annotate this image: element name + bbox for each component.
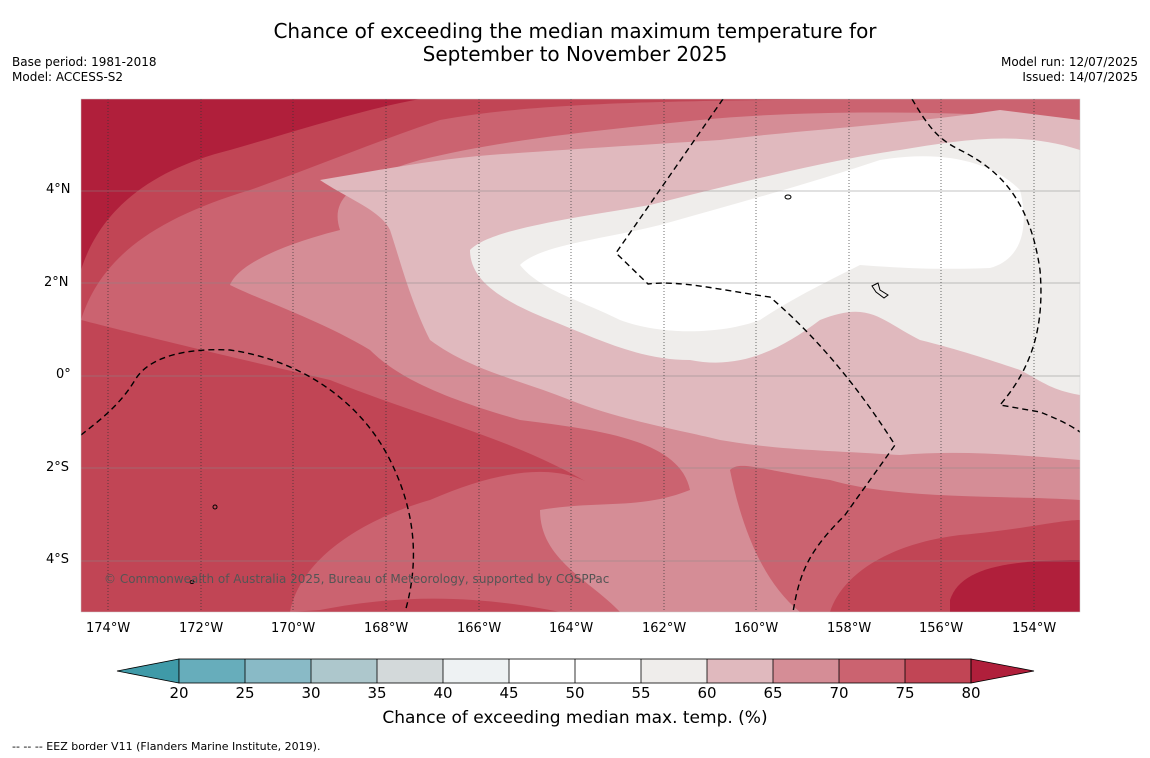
colorbar-segment <box>377 659 443 683</box>
model-run: Model run: 12/07/2025 <box>1000 55 1138 69</box>
colorbar-low-extension <box>116 658 180 684</box>
colorbar-label: 50 <box>565 684 585 702</box>
lon-tick: 156°W <box>919 621 964 636</box>
lat-tick: 2°N <box>44 275 69 290</box>
lon-tick: 160°W <box>734 621 779 636</box>
colorbar-label: 45 <box>499 684 519 702</box>
lon-tick: 158°W <box>827 621 872 636</box>
colorbar-label: 65 <box>763 684 783 702</box>
colorbar-label: 40 <box>433 684 453 702</box>
colorbar-segment <box>245 659 311 683</box>
colorbar-label: 60 <box>697 684 717 702</box>
islands <box>189 194 889 584</box>
colorbar-label: 55 <box>631 684 651 702</box>
colorbar-segment <box>575 659 641 683</box>
eez-footnote: -- -- -- EEZ border V11 (Flanders Marine… <box>12 740 321 753</box>
lon-tick: 164°W <box>549 621 594 636</box>
colorbar-segment <box>311 659 377 683</box>
eez-border-lines <box>81 99 1080 612</box>
graticule <box>81 190 1080 562</box>
colorbar-label: 80 <box>961 684 981 702</box>
lat-tick: 2°S <box>46 460 70 475</box>
colorbar-segment <box>443 659 509 683</box>
base-period: Base period: 1981-2018 <box>12 55 157 69</box>
lat-tick: 0° <box>56 367 71 382</box>
chart-title-line2: September to November 2025 <box>422 42 728 66</box>
lon-tick: 162°W <box>642 621 687 636</box>
colorbar-high-extension <box>970 658 1035 684</box>
lon-tick: 174°W <box>86 621 131 636</box>
lon-tick: 166°W <box>457 621 502 636</box>
lat-tick: 4°S <box>46 552 70 567</box>
colorbar-label: 35 <box>367 684 387 702</box>
lon-tick: 168°W <box>364 621 409 636</box>
colorbar-segment <box>773 659 839 683</box>
colorbar-segment <box>839 659 905 683</box>
colorbar-label: 70 <box>829 684 849 702</box>
map-frame <box>80 98 1081 613</box>
lon-tick: 154°W <box>1012 621 1057 636</box>
colorbar-label: 75 <box>895 684 915 702</box>
lon-tick: 172°W <box>179 621 224 636</box>
colorbar <box>116 658 1035 684</box>
lon-tick: 170°W <box>271 621 316 636</box>
colorbar-segment <box>905 659 971 683</box>
copyright-notice: © Commonwealth of Australia 2025, Bureau… <box>104 572 610 586</box>
colorbar-segment <box>641 659 707 683</box>
colorbar-label: 20 <box>169 684 189 702</box>
colorbar-label: 25 <box>235 684 255 702</box>
probability-contours <box>81 99 1080 612</box>
issued-date: Issued: 14/07/2025 <box>1022 70 1138 84</box>
colorbar-segment <box>707 659 773 683</box>
colorbar-segment <box>509 659 575 683</box>
colorbar-label: 30 <box>301 684 321 702</box>
lat-tick: 4°N <box>46 182 71 197</box>
colorbar-title: Chance of exceeding median max. temp. (%… <box>382 708 768 728</box>
model-name: Model: ACCESS-S2 <box>12 70 124 84</box>
chart-title-line1: Chance of exceeding the median maximum t… <box>273 19 877 43</box>
colorbar-segment <box>179 659 245 683</box>
